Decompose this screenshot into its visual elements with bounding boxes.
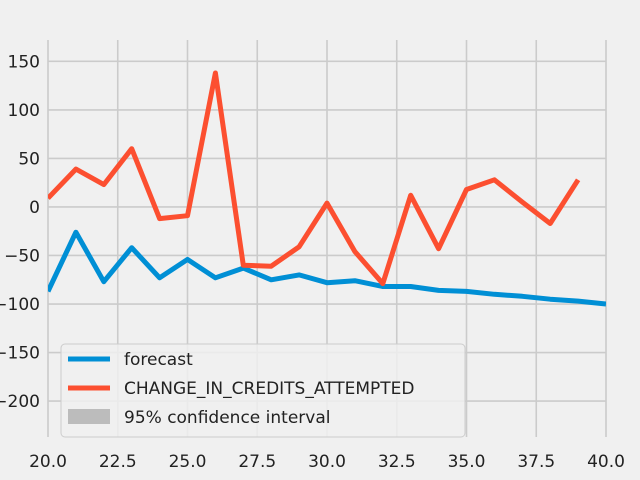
legend-label: CHANGE_IN_CREDITS_ATTEMPTED: [124, 379, 415, 399]
x-tick-label: 40.0: [587, 452, 625, 472]
x-tick-label: 22.5: [99, 452, 137, 472]
x-tick-label: 25.0: [169, 452, 207, 472]
y-tick-label: −100: [0, 295, 40, 315]
plot-area: [48, 70, 606, 307]
x-tick-label: 27.5: [238, 452, 276, 472]
legend-box: [60, 343, 466, 438]
series-line-forecast: [48, 229, 606, 307]
y-tick-label: −150: [0, 344, 40, 364]
legend: forecast CHANGE_IN_CREDITS_ATTEMPTED 95% c…: [60, 343, 466, 438]
y-tick-label: 100: [8, 101, 40, 121]
x-tick-label: 37.5: [517, 452, 555, 472]
y-tick-label: −50: [4, 246, 40, 266]
legend-label: 95% confidence interval: [124, 408, 330, 428]
x-axis-ticks: 20.0 22.5 25.0 27.5 30.0 32.5 35.0 37.5 40.0: [29, 452, 625, 472]
y-tick-label: 50: [18, 149, 40, 169]
x-tick-label: 35.0: [448, 452, 486, 472]
legend-swatch: [68, 409, 110, 424]
y-tick-label: 0: [29, 198, 40, 218]
legend-label: forecast: [124, 350, 193, 370]
x-tick-label: 30.0: [308, 452, 346, 472]
y-tick-label: −200: [0, 392, 40, 412]
y-axis-ticks: −200 −150 −100 −50 0 50 100 150: [0, 52, 40, 412]
series-line-change-in-credits-attempted: [48, 70, 581, 287]
x-tick-label: 32.5: [378, 452, 416, 472]
x-tick-label: 20.0: [29, 452, 67, 472]
series-layer: [48, 70, 606, 307]
y-tick-label: 150: [8, 52, 40, 72]
